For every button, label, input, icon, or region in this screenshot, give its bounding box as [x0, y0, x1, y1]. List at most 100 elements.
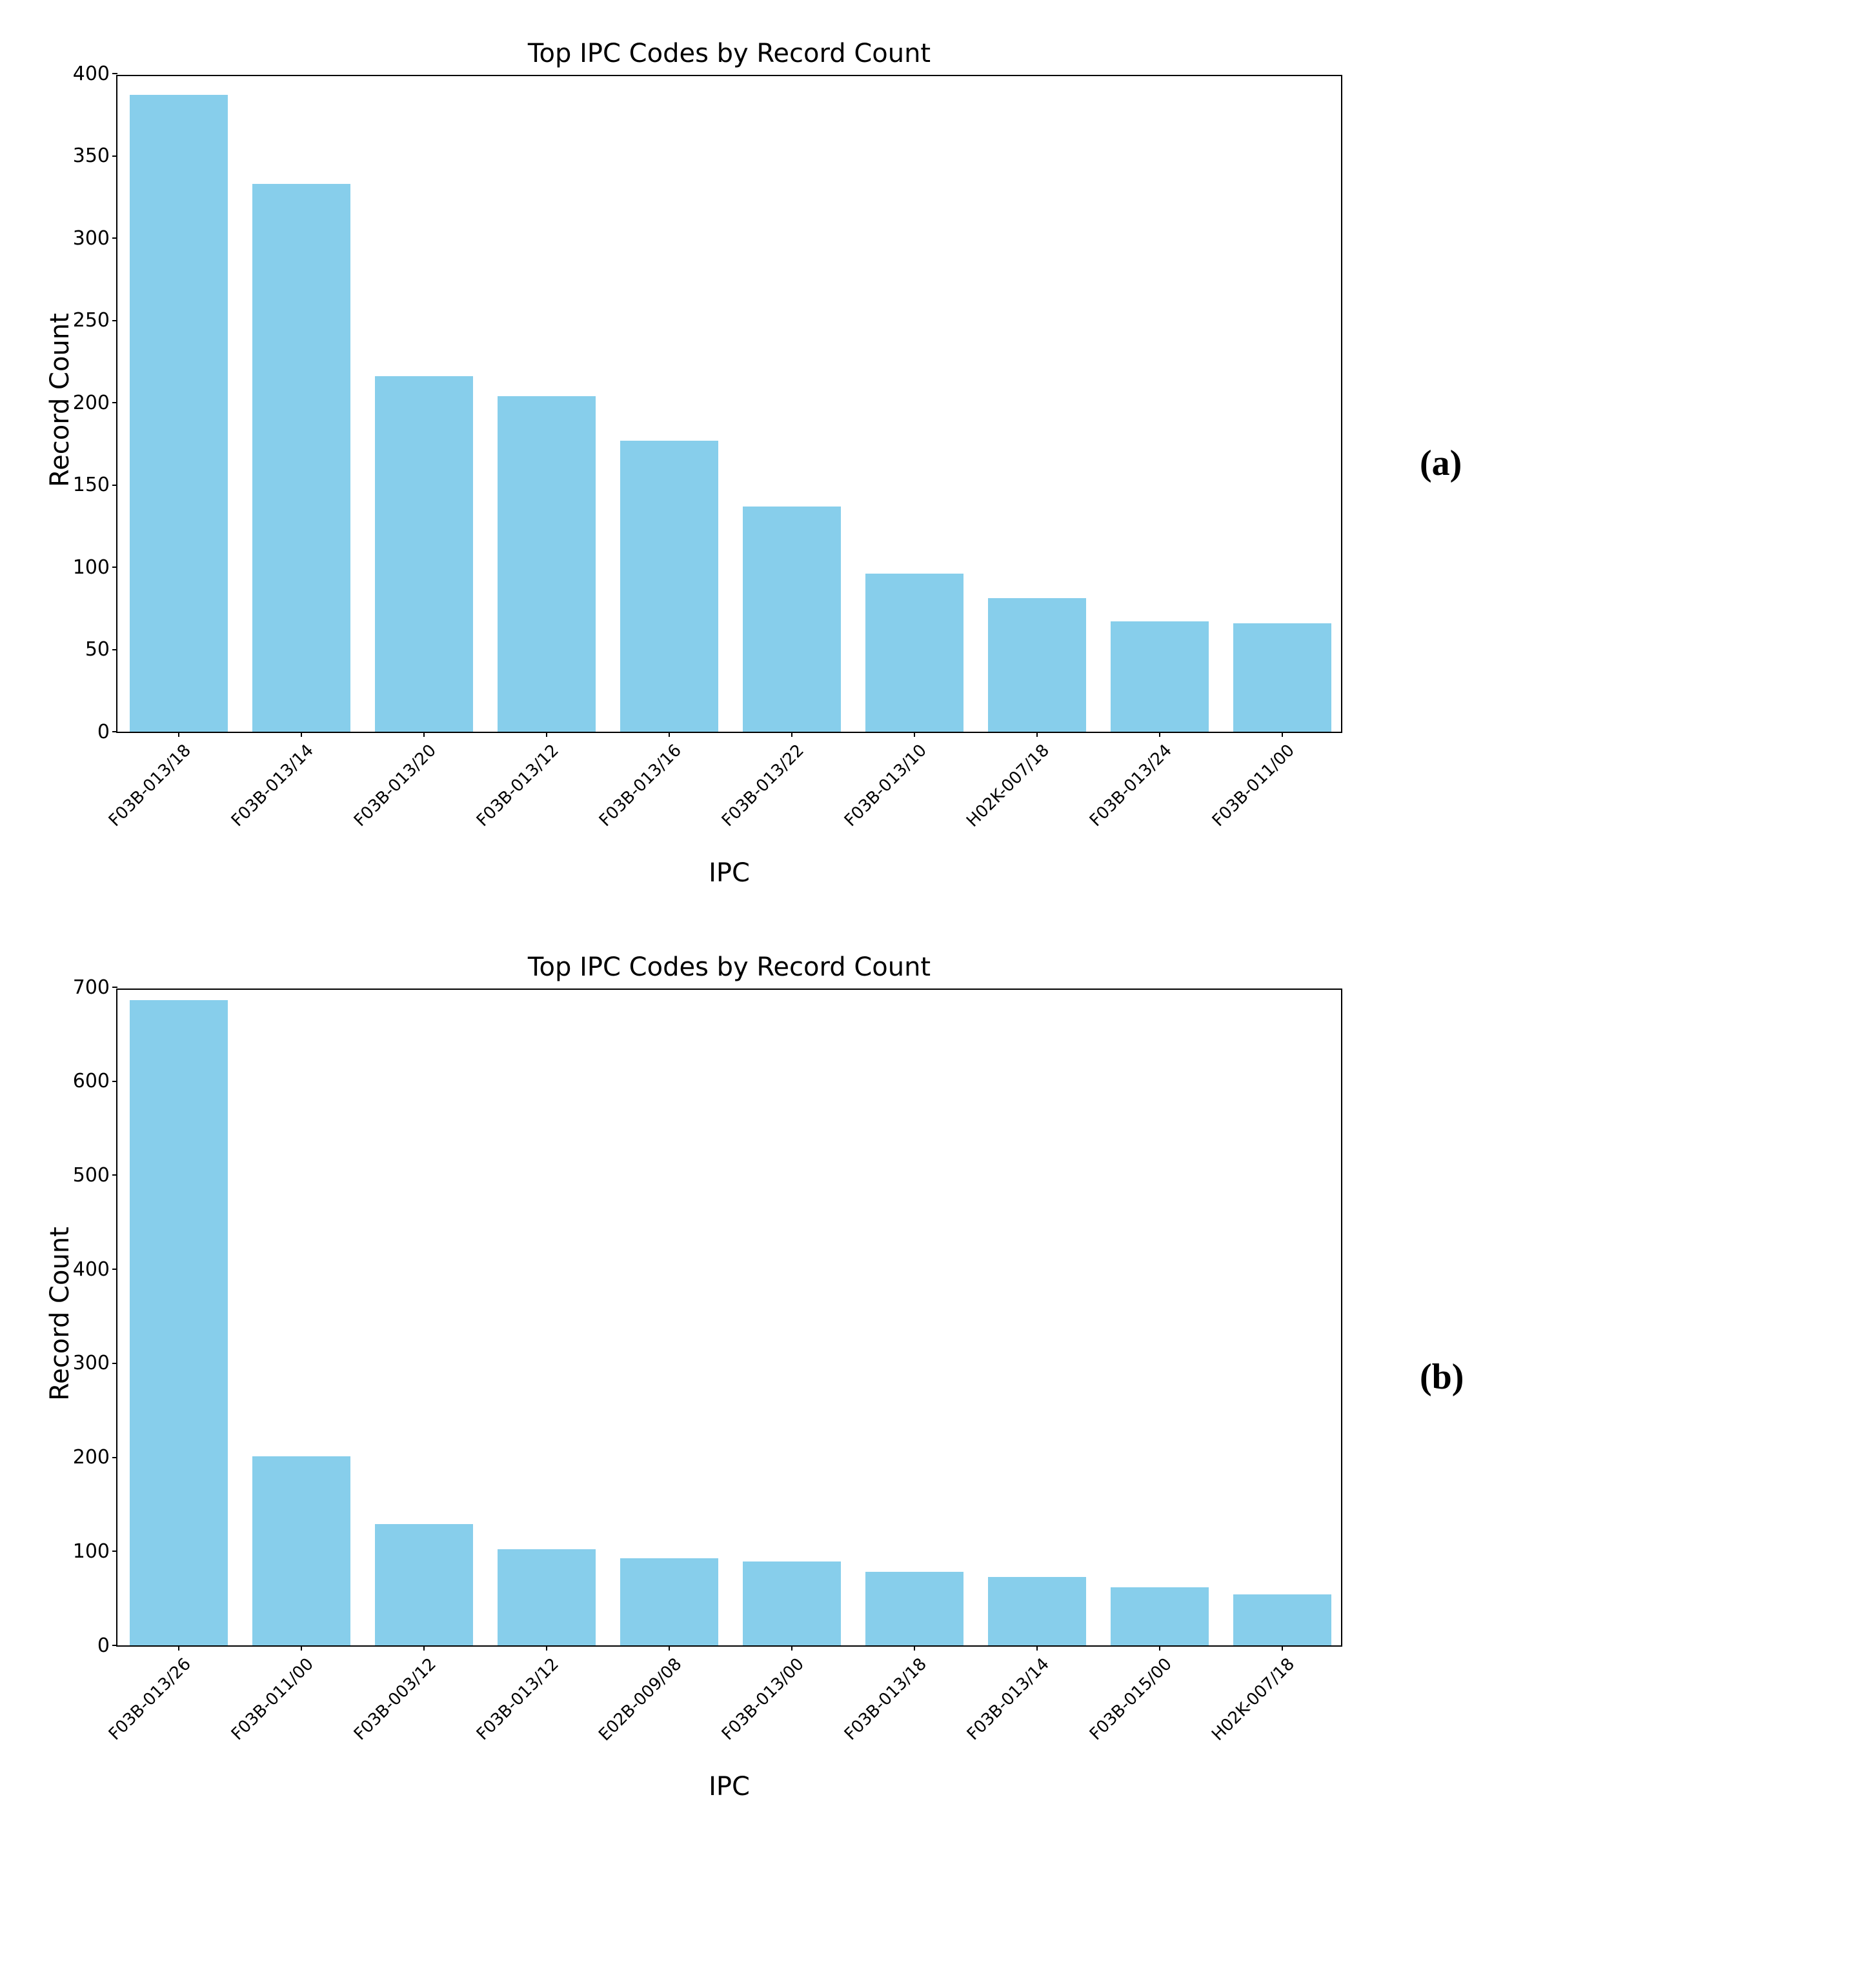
xtick-label: F03B-013/26	[105, 1654, 195, 1744]
bar	[252, 1456, 350, 1645]
ytick-mark	[112, 731, 117, 732]
xtick-label: E02B-009/08	[595, 1654, 685, 1745]
ytick-label: 400	[73, 1258, 110, 1281]
bar	[743, 507, 841, 732]
ytick-label: 350	[73, 145, 110, 167]
xtick-mark	[914, 732, 915, 737]
bar	[130, 1000, 228, 1645]
xtick-mark	[914, 1645, 915, 1651]
xtick-mark	[791, 732, 792, 737]
xtick-label: F03B-013/10	[841, 741, 931, 830]
xtick-label: F03B-013/12	[473, 741, 563, 830]
y-axis-label: Record Count	[45, 1227, 75, 1401]
ytick-label: 50	[85, 638, 110, 661]
bar	[252, 184, 350, 732]
bar	[130, 95, 228, 732]
ytick-mark	[112, 73, 117, 74]
x-axis-label: IPC	[709, 1772, 750, 1802]
ytick-label: 0	[97, 1634, 110, 1657]
xtick-mark	[301, 1645, 302, 1651]
xtick-mark	[546, 732, 547, 737]
ytick-mark	[112, 987, 117, 988]
ytick-label: 300	[73, 1352, 110, 1374]
y-axis-label: Record Count	[45, 313, 75, 487]
xtick-mark	[1036, 732, 1038, 737]
ytick-mark	[112, 1551, 117, 1552]
xtick-mark	[546, 1645, 547, 1651]
ytick-label: 600	[73, 1070, 110, 1092]
chart-row-0: Top IPC Codes by Record Count 05010015020…	[26, 26, 1830, 901]
chart-row-1: Top IPC Codes by Record Count01002003004…	[26, 939, 1830, 1814]
xtick-mark	[423, 1645, 425, 1651]
chart-title: Top IPC Codes by Record Count	[116, 952, 1342, 982]
xtick-label: F03B-013/18	[105, 741, 195, 830]
ytick-mark	[112, 1645, 117, 1646]
ytick-label: 300	[73, 227, 110, 250]
x-axis-label: IPC	[709, 858, 750, 888]
bar	[1111, 621, 1209, 732]
ytick-mark	[112, 1457, 117, 1458]
bar	[620, 441, 718, 732]
ytick-mark	[112, 485, 117, 486]
bar	[1233, 623, 1331, 732]
xtick-label: F03B-013/16	[596, 741, 685, 830]
xtick-mark	[301, 732, 302, 737]
ytick-label: 250	[73, 309, 110, 332]
ytick-mark	[112, 649, 117, 650]
ytick-mark	[112, 156, 117, 157]
ytick-mark	[112, 567, 117, 568]
bar	[988, 1577, 1086, 1645]
xtick-label: F03B-013/14	[963, 1654, 1053, 1744]
bar	[1233, 1594, 1331, 1645]
xtick-mark	[669, 732, 670, 737]
xtick-label: F03B-013/22	[718, 741, 808, 830]
ytick-mark	[112, 1363, 117, 1364]
ytick-mark	[112, 320, 117, 321]
xtick-label: F03B-013/14	[228, 741, 318, 830]
panel-label: (b)	[1420, 1356, 1464, 1398]
xtick-mark	[669, 1645, 670, 1651]
ytick-mark	[112, 1081, 117, 1082]
xtick-label: H02K-007/18	[1208, 1654, 1298, 1745]
ytick-label: 150	[73, 474, 110, 496]
xtick-label: F03B-011/00	[228, 1654, 318, 1744]
chart-title: Top IPC Codes by Record Count	[116, 39, 1342, 68]
bar	[865, 574, 963, 732]
ytick-mark	[112, 402, 117, 403]
xtick-label: F03B-013/12	[473, 1654, 563, 1744]
xtick-label: F03B-003/12	[350, 1654, 440, 1744]
xtick-mark	[178, 732, 179, 737]
ytick-label: 700	[73, 976, 110, 999]
xtick-mark	[178, 1645, 179, 1651]
xtick-label: F03B-011/00	[1209, 741, 1298, 830]
plot-area: 0100200300400500600700F03B-013/26F03B-01…	[116, 989, 1342, 1647]
xtick-mark	[1036, 1645, 1038, 1651]
xtick-label: F03B-013/00	[718, 1654, 808, 1744]
ytick-label: 0	[97, 721, 110, 743]
xtick-mark	[1282, 732, 1283, 737]
bar	[498, 1549, 596, 1645]
xtick-mark	[423, 732, 425, 737]
xtick-label: F03B-013/20	[350, 741, 440, 830]
bar	[988, 598, 1086, 732]
bar	[375, 1524, 473, 1645]
ytick-label: 200	[73, 1446, 110, 1469]
xtick-mark	[791, 1645, 792, 1651]
ytick-label: 200	[73, 392, 110, 414]
xtick-label: F03B-013/24	[1086, 741, 1176, 830]
bar	[1111, 1587, 1209, 1645]
bar	[498, 396, 596, 732]
chart-wrap: Top IPC Codes by Record Count01002003004…	[26, 939, 1342, 1814]
ytick-label: 400	[73, 63, 110, 85]
bar	[865, 1572, 963, 1645]
xtick-mark	[1159, 732, 1160, 737]
ytick-mark	[112, 1174, 117, 1176]
xtick-label: F03B-015/00	[1086, 1654, 1176, 1744]
ytick-mark	[112, 1269, 117, 1270]
bar	[620, 1558, 718, 1646]
bar	[375, 376, 473, 732]
plot-area: 050100150200250300350400F03B-013/18F03B-…	[116, 75, 1342, 733]
bar	[743, 1561, 841, 1645]
ytick-label: 500	[73, 1164, 110, 1187]
ytick-label: 100	[73, 1540, 110, 1563]
